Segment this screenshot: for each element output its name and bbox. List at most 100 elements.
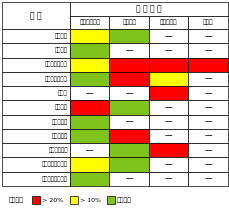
Bar	[70, 172, 109, 186]
Bar	[2, 100, 70, 115]
Text: > 10%: > 10%	[80, 197, 101, 203]
Bar	[2, 143, 70, 157]
Bar	[70, 196, 78, 204]
Bar	[188, 157, 227, 172]
Bar	[109, 43, 148, 58]
Bar	[109, 72, 148, 86]
Bar	[148, 129, 188, 143]
Text: —: —	[164, 103, 172, 112]
Bar	[70, 115, 109, 129]
Text: —: —	[86, 146, 93, 155]
Bar	[70, 129, 109, 143]
Bar	[70, 143, 109, 157]
Bar	[70, 29, 109, 43]
Text: —: —	[125, 117, 133, 126]
Bar	[188, 58, 227, 72]
Text: —: —	[86, 89, 93, 98]
Bar	[70, 2, 227, 16]
Bar	[70, 43, 109, 58]
Bar	[188, 172, 227, 186]
Bar	[70, 86, 109, 100]
Text: アカシュモクザメ: アカシュモクザメ	[42, 162, 68, 167]
Text: アオタイ: アオタイ	[122, 20, 136, 25]
Bar	[148, 29, 188, 43]
Text: カツオ: カツオ	[202, 20, 213, 25]
Text: —: —	[125, 174, 133, 183]
Bar	[2, 2, 70, 29]
Bar	[148, 172, 188, 186]
Text: 出現あり: 出現あり	[117, 197, 131, 203]
Bar	[188, 100, 227, 115]
Bar	[109, 157, 148, 172]
Text: ガラパコスザメ: ガラパコスザメ	[45, 76, 68, 82]
Bar	[109, 86, 148, 100]
Bar	[188, 43, 227, 58]
Bar	[70, 16, 109, 29]
Text: ドタブカ: ドタブカ	[55, 105, 68, 110]
Bar	[70, 157, 109, 172]
Text: アオザメ: アオザメ	[55, 33, 68, 39]
Text: —: —	[204, 103, 211, 112]
Bar	[2, 115, 70, 129]
Text: —: —	[164, 117, 172, 126]
Text: 種 名: 種 名	[30, 11, 42, 20]
Bar	[148, 143, 188, 157]
Text: —: —	[204, 132, 211, 141]
Bar	[32, 196, 40, 204]
Bar	[2, 72, 70, 86]
Bar	[148, 100, 188, 115]
Bar	[70, 100, 109, 115]
Bar	[148, 86, 188, 100]
Text: —: —	[204, 32, 211, 41]
Bar	[188, 143, 227, 157]
Bar	[109, 16, 148, 29]
Text: —: —	[164, 160, 172, 169]
Bar	[188, 86, 227, 100]
Bar	[2, 29, 70, 43]
Bar	[148, 43, 188, 58]
Bar	[148, 58, 188, 72]
Text: —: —	[204, 146, 211, 155]
Bar	[109, 58, 148, 72]
Text: —: —	[204, 89, 211, 98]
Text: 出現頻度: 出現頻度	[8, 197, 23, 203]
Bar	[70, 72, 109, 86]
Text: クロトカリザメ: クロトカリザメ	[45, 62, 68, 68]
Text: —: —	[164, 174, 172, 183]
Text: —: —	[164, 46, 172, 55]
Text: イタチザメ: イタチザメ	[52, 133, 68, 139]
Bar	[2, 172, 70, 186]
Bar	[109, 115, 148, 129]
Bar	[188, 16, 227, 29]
Text: ハモトビウオ: ハモトビウオ	[79, 20, 100, 25]
Bar	[2, 86, 70, 100]
Text: —: —	[125, 46, 133, 55]
Text: ヨシキリザメ: ヨシキリザメ	[48, 148, 68, 153]
Text: キンメタイ: キンメタイ	[159, 20, 177, 25]
Text: —: —	[204, 160, 211, 169]
Text: ヨゴレ: ヨゴレ	[58, 91, 68, 96]
Text: > 20%: > 20%	[42, 197, 63, 203]
Text: ハナザメ: ハナザメ	[55, 48, 68, 53]
Text: 対 象 魚 種: 対 象 魚 種	[136, 4, 161, 13]
Bar	[109, 100, 148, 115]
Bar	[188, 72, 227, 86]
Bar	[188, 129, 227, 143]
Bar	[109, 143, 148, 157]
Bar	[109, 29, 148, 43]
Bar	[148, 157, 188, 172]
Text: —: —	[204, 75, 211, 83]
Text: —: —	[204, 117, 211, 126]
Text: —: —	[164, 132, 172, 141]
Bar	[2, 43, 70, 58]
Bar	[70, 58, 109, 72]
Text: —: —	[204, 46, 211, 55]
Bar	[148, 72, 188, 86]
Bar	[106, 196, 114, 204]
Text: シロシュモクザメ: シロシュモクザメ	[42, 176, 68, 182]
Bar	[109, 172, 148, 186]
Text: メジロザメ: メジロザメ	[52, 119, 68, 125]
Bar	[148, 115, 188, 129]
Text: —: —	[204, 174, 211, 183]
Bar	[188, 29, 227, 43]
